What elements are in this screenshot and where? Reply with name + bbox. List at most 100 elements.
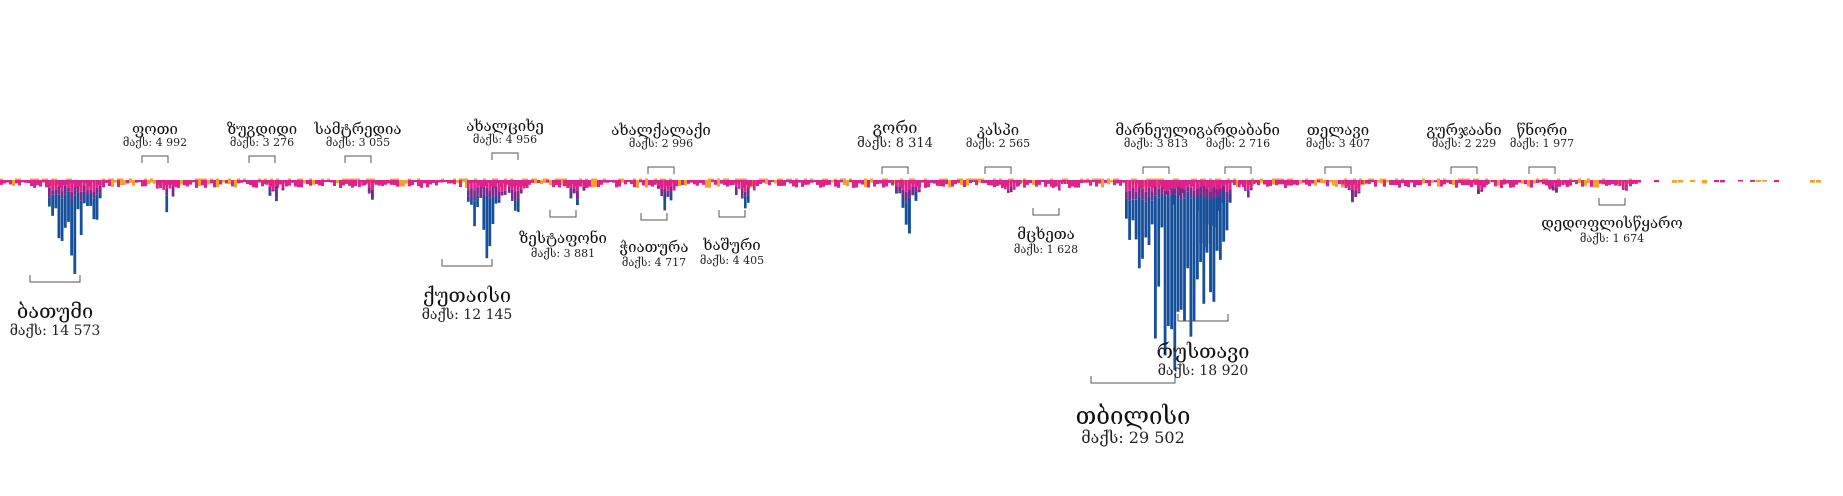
city-bar-ბათუმი xyxy=(89,189,93,194)
city-bar-წნორი xyxy=(1548,188,1552,190)
city-bar-ქუთაისი xyxy=(485,187,489,196)
baseline-bar xyxy=(240,180,243,183)
city-bar-ბათუმი xyxy=(63,180,67,186)
city-bar-ბათუმი xyxy=(57,180,61,187)
trace-bar xyxy=(594,178,597,180)
baseline-bar xyxy=(714,180,717,185)
city-bar-ქუთაისი xyxy=(473,180,476,191)
baseline-bar xyxy=(216,180,219,187)
city-bar-თბილისი xyxy=(1160,187,1164,194)
trace-bar xyxy=(357,178,360,180)
trace-bar xyxy=(1545,178,1548,180)
baseline-bar xyxy=(951,180,954,187)
city-bracket xyxy=(441,259,493,267)
baseline-bar xyxy=(1272,180,1275,185)
baseline-bar xyxy=(990,180,993,186)
baseline-bar xyxy=(21,180,24,183)
baseline-bar xyxy=(1029,180,1032,184)
trace-bar xyxy=(1464,178,1467,180)
baseline-bar xyxy=(603,180,606,183)
trace-bar xyxy=(1227,178,1230,180)
city-bar-გარდაბანი xyxy=(1244,180,1247,190)
city-bar-რუსთავი xyxy=(1202,198,1206,248)
city-bar-ხაშური xyxy=(744,196,747,209)
city-bar-ქუთაისი xyxy=(485,195,489,259)
city-bar-ბათუმი xyxy=(92,180,96,192)
city-bar-რუსთავი xyxy=(1199,187,1203,195)
baseline-bar xyxy=(879,180,882,184)
city-bar-თბილისი xyxy=(1186,191,1190,269)
city-bar-დედოფლისწყარო xyxy=(1625,180,1628,191)
city-bar-ბათუმი xyxy=(67,191,70,222)
baseline-bar xyxy=(333,180,336,186)
city-bar-ხაშური xyxy=(744,191,747,197)
city-bar-თბილისი xyxy=(1176,195,1180,312)
trace-bar xyxy=(1569,178,1572,180)
baseline-bar xyxy=(462,180,465,183)
baseline-bar xyxy=(447,180,450,184)
baseline-bar xyxy=(765,180,768,185)
baseline-bar xyxy=(630,180,633,185)
city-bar-სამტრედია xyxy=(371,190,374,200)
city-bar-სამტრედია xyxy=(374,180,378,185)
baseline-bar xyxy=(186,180,189,187)
trace-bar xyxy=(633,178,636,180)
city-max-label: მაქს: 18 920 xyxy=(1158,362,1249,379)
baseline-bar xyxy=(720,180,723,184)
city-bar-თბილისი xyxy=(1186,186,1190,192)
baseline-bar xyxy=(1494,180,1497,187)
city-name-label: ახალქალაქი xyxy=(611,121,711,139)
baseline-bar xyxy=(426,180,429,188)
baseline-bar xyxy=(978,180,981,183)
city-bar-გორი xyxy=(895,186,898,194)
city-bar-გორი xyxy=(911,187,915,196)
city-bar-თელავი xyxy=(1338,180,1341,184)
baseline-bar xyxy=(1191,180,1194,187)
baseline-bar xyxy=(621,180,624,183)
baseline-bar xyxy=(465,180,468,188)
trace-bar xyxy=(780,178,783,180)
trace-bar xyxy=(744,178,747,180)
trace-bar xyxy=(1557,178,1560,180)
city-bar-თბილისი xyxy=(1163,195,1167,356)
city-bar-სამტრედია xyxy=(371,180,374,190)
trace-bar xyxy=(309,178,312,180)
trace-bar xyxy=(300,178,303,180)
baseline-bar xyxy=(645,180,648,188)
baseline-bar xyxy=(204,180,207,188)
city-bar-თბილისი xyxy=(1179,188,1183,200)
city-bar-ახალციხე xyxy=(511,199,514,201)
city-bar-რუსთავი xyxy=(1225,191,1229,203)
city-bar-ქუთაისი xyxy=(497,191,501,200)
trace-bar xyxy=(1317,178,1320,180)
trace-bar xyxy=(1161,178,1164,180)
city-name-label: გარდაბანი xyxy=(1196,121,1280,139)
baseline-bar xyxy=(687,180,690,184)
city-bar-თბილისი xyxy=(1192,196,1196,321)
baseline-bar xyxy=(837,180,840,188)
baseline-bar xyxy=(234,180,237,188)
baseline-bar xyxy=(222,180,225,183)
city-bar-ბათუმი xyxy=(51,180,54,191)
baseline-bar xyxy=(1605,180,1608,186)
baseline-bar xyxy=(1275,180,1278,186)
baseline-bar xyxy=(984,180,987,184)
trace-bar xyxy=(717,178,720,180)
trace-bar xyxy=(1209,178,1212,180)
baseline-bar xyxy=(18,180,21,186)
baseline-bar xyxy=(858,180,861,184)
city-bar-კასპი xyxy=(1019,180,1022,184)
city-bar-კასპი xyxy=(1010,186,1013,193)
city-name-label: გურჯაანი xyxy=(1426,121,1501,139)
baseline-bar xyxy=(1077,180,1080,188)
baseline-bar xyxy=(1509,180,1512,188)
city-bar-ბათუმი xyxy=(79,180,83,192)
trace-bar xyxy=(1485,178,1488,180)
baseline-bar xyxy=(618,180,621,187)
city-bracket xyxy=(647,166,675,174)
city-bar-გურჯაანი xyxy=(1486,180,1490,184)
